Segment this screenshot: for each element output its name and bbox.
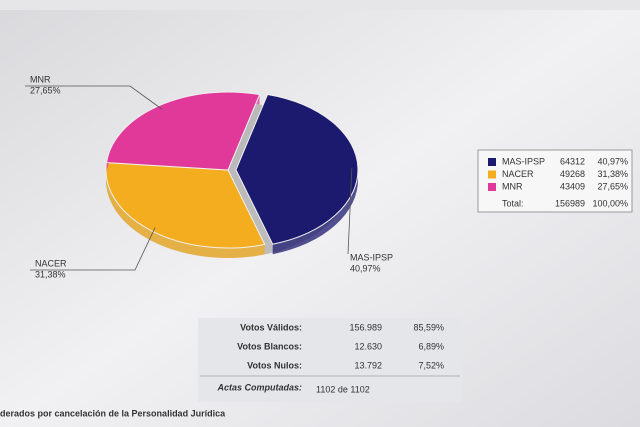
stats-count: 13.792 [354, 360, 382, 370]
legend-votes: 49268 [560, 169, 585, 179]
top-strip [0, 0, 640, 10]
stats-percent: 7,52% [418, 360, 444, 370]
slice-label: NACER [35, 258, 67, 268]
legend-votes: 43409 [560, 181, 585, 191]
pie-slice [105, 91, 261, 171]
pie [105, 91, 359, 258]
stats-box [198, 318, 462, 402]
stats-percent: 85,59% [413, 322, 444, 332]
legend-percent: 31,38% [597, 169, 628, 179]
stats-count: 156.989 [349, 322, 382, 332]
slice-label: MAS-IPSP [350, 252, 393, 262]
stats-footer-label: Actas Computadas: [216, 382, 302, 392]
legend-total-label: Total: [502, 198, 524, 208]
leader-line [30, 227, 156, 271]
pie-slice [105, 162, 266, 249]
stats-label: Votos Nulos: [247, 360, 302, 370]
legend-total-percent: 100,00% [592, 198, 628, 208]
slice-value-label: 31,38% [35, 269, 66, 279]
pie-slice [235, 93, 359, 245]
legend-votes: 64312 [560, 156, 585, 166]
stats-footer-value: 1102 de 1102 [316, 384, 370, 394]
slice-value-label: 27,65% [30, 85, 61, 95]
pie-slice-side [106, 162, 265, 258]
legend-swatch [488, 170, 496, 179]
legend-total-votes: 156989 [555, 198, 585, 208]
legend-name: MAS-IPSP [502, 156, 545, 166]
stats-label: Votos Blancos: [237, 341, 302, 351]
footnote: derados por cancelación de la Personalid… [0, 408, 226, 418]
stats-label: Votos Válidos: [240, 322, 302, 332]
stats-count: 12.630 [354, 341, 382, 351]
legend-swatch [488, 158, 496, 166]
legend-name: NACER [502, 169, 534, 179]
legend-swatch [488, 183, 496, 191]
legend-percent: 40,97% [597, 156, 628, 166]
slice-label: MNR [30, 74, 51, 84]
legend-percent: 27,65% [597, 181, 628, 191]
leader-line [25, 85, 163, 110]
legend-name: MNR [502, 181, 523, 191]
legend-box [477, 149, 633, 213]
leader-line [347, 168, 353, 255]
stats-percent: 6,89% [418, 341, 444, 351]
legend: MAS-IPSP 64312 40,97% NACER 49268 31,38% MNR 43… [488, 156, 628, 208]
slice-value-label: 40,97% [350, 263, 381, 273]
stats-table: Votos Válidos: 156.989 85,59% Votos Blancos… [216, 322, 444, 394]
